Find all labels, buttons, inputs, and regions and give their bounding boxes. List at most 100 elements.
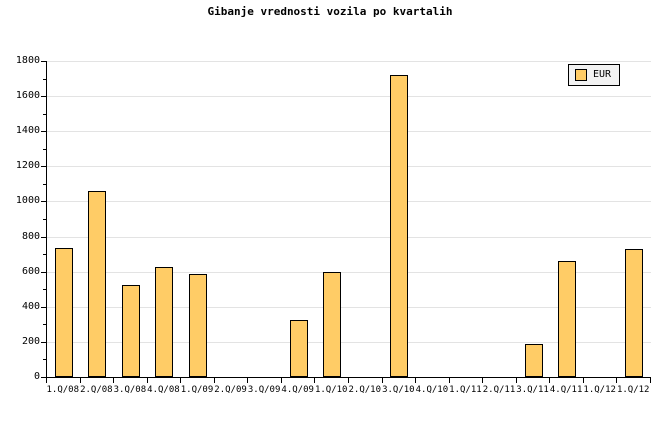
plot-area [46, 61, 651, 378]
chart-title: Gibanje vrednosti vozila po kvartalih [207, 5, 453, 18]
y-axis-tick [41, 131, 47, 133]
gridline [47, 131, 651, 133]
bar-slot [315, 61, 349, 377]
x-axis-tick [348, 378, 349, 383]
bar-slot [47, 61, 81, 377]
y-axis-tick [41, 271, 47, 273]
x-axis-tick-label: 1.Q/12 [583, 385, 616, 395]
y-axis-minor-tick [43, 78, 47, 80]
bar-slot [282, 61, 316, 377]
gridline [47, 236, 651, 238]
y-axis-tick-label: 1000 [15, 195, 40, 207]
x-axis-tick-label: 4.Q/11 [549, 385, 583, 395]
bar[interactable] [289, 319, 308, 377]
bar[interactable] [121, 284, 140, 377]
x-axis-tick-label: 2.Q/11 [482, 385, 516, 395]
y-axis-tick-label: 1400 [15, 125, 40, 137]
y-axis-tick-label: 600 [21, 265, 40, 277]
bar-slot [349, 61, 383, 377]
bar[interactable] [54, 247, 73, 377]
legend-swatch-eur [575, 69, 587, 81]
x-axis-tick [650, 378, 651, 383]
x-axis-tick [616, 378, 618, 383]
gridline [47, 201, 651, 203]
x-axis-tick-label: 4.Q/09 [281, 385, 314, 395]
x-axis-tick [113, 378, 115, 383]
bar-slot [81, 61, 115, 377]
y-axis-minor-tick [43, 254, 47, 256]
y-axis-tick-label: 0 [33, 371, 40, 382]
gridline [47, 96, 651, 98]
legend-label-eur: EUR [593, 69, 612, 80]
bar[interactable] [558, 261, 577, 377]
x-axis-tick [79, 378, 81, 383]
bar-slot [181, 61, 215, 377]
bar-slot [416, 61, 450, 377]
x-axis-tick-label: 1.Q/12 [616, 385, 650, 395]
bar-slot [450, 61, 484, 377]
bar-slot [483, 61, 517, 377]
x-axis-tick-label: 1.Q/08 [46, 385, 80, 395]
x-axis-tick-label: 4.Q/08 [147, 385, 180, 395]
gridline [47, 61, 651, 62]
bar[interactable] [390, 75, 409, 377]
y-axis-tick-label: 1200 [15, 160, 40, 172]
gridline [47, 166, 651, 168]
bar[interactable] [323, 272, 342, 377]
bar-slot [383, 61, 417, 377]
gridline [47, 306, 651, 308]
x-axis: 1.Q/08 2.Q/08 3.Q/08 4.Q/08 1.Q/09 2.Q/09 3.Q/… [46, 378, 651, 408]
chart-legend[interactable]: EUR [568, 64, 621, 86]
bar[interactable] [524, 343, 543, 377]
x-axis-tick-label: 2.Q/09 [214, 385, 247, 395]
y-axis-tick [41, 61, 47, 62]
bar-slot [517, 61, 551, 377]
x-axis-tick-label: 1.Q/09 [180, 385, 214, 395]
x-axis-tick-label: 3.Q/11 [516, 385, 549, 395]
y-axis-tick [41, 341, 47, 343]
x-axis-tick-label: 3.Q/09 [247, 385, 281, 395]
y-axis-tick [41, 201, 47, 203]
x-axis-tick [515, 378, 517, 383]
y-axis-tick [41, 96, 47, 98]
bar-slot [215, 61, 249, 377]
bar[interactable] [155, 266, 174, 377]
y-axis-minor-tick [43, 219, 47, 220]
y-axis-tick-label: 1800 [15, 55, 40, 66]
bar-slot [248, 61, 282, 377]
x-axis-tick [146, 378, 148, 383]
bar[interactable] [625, 249, 644, 377]
x-axis-tick-label: 4.Q/10 [415, 385, 449, 395]
y-axis-tick [41, 377, 47, 378]
bar[interactable] [88, 190, 107, 377]
x-axis-tick-label: 1.Q/11 [449, 385, 482, 395]
y-axis-minor-tick [43, 359, 47, 361]
y-axis-tick [41, 306, 47, 308]
x-axis-tick [180, 378, 182, 383]
bar-slot [148, 61, 182, 377]
y-axis-minor-tick [43, 289, 47, 291]
x-axis-tick [381, 378, 383, 383]
y-axis-tick [41, 166, 47, 168]
y-axis-minor-tick [43, 113, 47, 115]
x-axis-tick [213, 378, 215, 383]
y-axis-minor-tick [43, 324, 47, 326]
x-axis-tick [280, 378, 282, 383]
x-axis-tick [314, 378, 316, 383]
x-axis-tick-label: 1.Q/10 [314, 385, 348, 395]
y-axis-tick-label: 400 [21, 300, 40, 312]
x-axis-tick-label: 2.Q/10 [348, 385, 382, 395]
gridline [47, 341, 651, 343]
x-axis-tick [247, 378, 249, 383]
bar[interactable] [188, 273, 207, 377]
y-axis-tick-label: 800 [21, 230, 40, 242]
bar-slot [617, 61, 651, 377]
y-axis-tick [41, 236, 47, 238]
bar-slot [584, 61, 618, 377]
x-axis-tick-label: 3.Q/08 [113, 385, 147, 395]
x-axis-tick [46, 378, 47, 383]
x-axis-tick-label: 3.Q/10 [382, 385, 415, 395]
y-axis-tick-label: 1600 [15, 90, 40, 102]
x-axis-tick [549, 378, 551, 383]
